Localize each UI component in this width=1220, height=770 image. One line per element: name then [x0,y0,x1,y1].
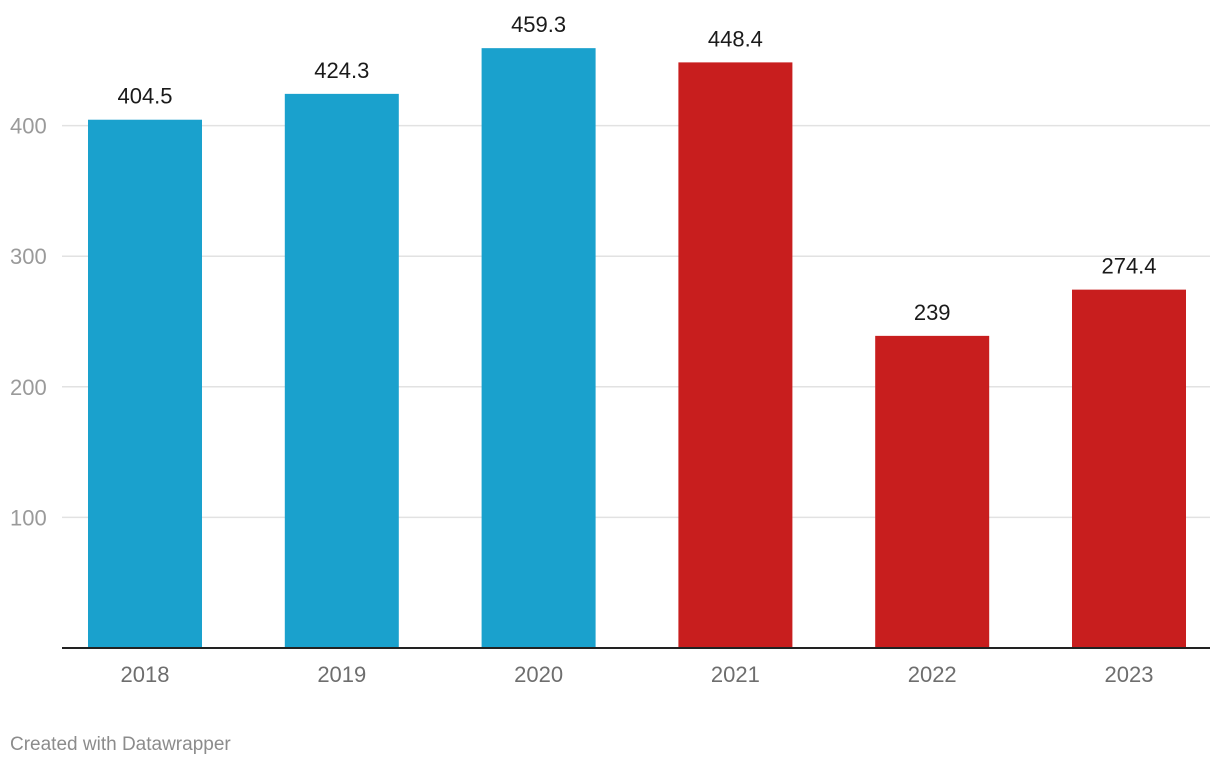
data-label-2019: 424.3 [314,58,369,83]
x-tick-label-2021: 2021 [711,662,760,687]
data-label-2020: 459.3 [511,12,566,37]
y-tick-label-100: 100 [10,505,47,530]
x-tick-label-2019: 2019 [317,662,366,687]
data-label-2022: 239 [914,300,951,325]
bar-2019 [284,93,399,648]
x-tick-label-2020: 2020 [514,662,563,687]
credit-text: Created with Datawrapper [10,734,231,755]
data-label-2018: 404.5 [117,84,172,109]
bar-2018 [88,119,202,648]
bar-chart: 100 200 300 400 404.5 2018 424.3 2019 459.3 2020 4… [10,12,1210,687]
bar-2021 [678,62,793,649]
x-tick-label-2022: 2022 [908,662,957,687]
bar-2022 [875,335,990,648]
y-tick-label-300: 300 [10,244,47,269]
bar-2023 [1072,289,1186,648]
x-tick-label-2023: 2023 [1105,662,1154,687]
y-tick-label-200: 200 [10,375,47,400]
x-tick-label-2018: 2018 [121,662,170,687]
data-label-2021: 448.4 [708,26,763,51]
bar-2020 [481,48,596,649]
data-label-2023: 274.4 [1101,254,1156,279]
y-tick-label-400: 400 [10,114,47,139]
